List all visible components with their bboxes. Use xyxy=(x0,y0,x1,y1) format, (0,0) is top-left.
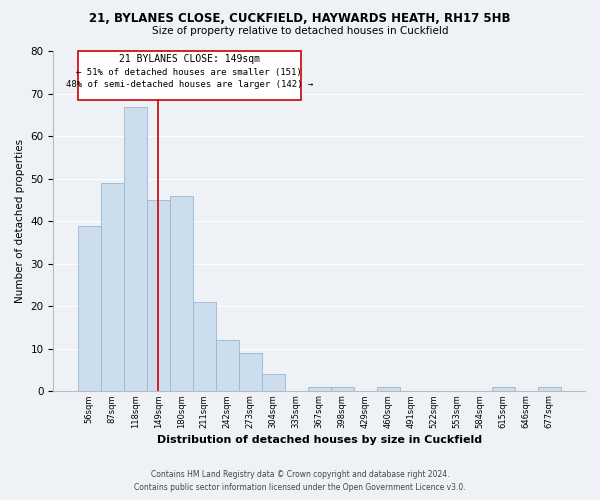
Bar xyxy=(215,340,239,392)
Y-axis label: Number of detached properties: Number of detached properties xyxy=(15,140,25,304)
Bar xyxy=(146,200,170,392)
Bar xyxy=(239,353,262,392)
Bar xyxy=(377,387,400,392)
Text: 48% of semi-detached houses are larger (142) →: 48% of semi-detached houses are larger (… xyxy=(65,80,313,90)
Bar xyxy=(170,196,193,392)
Bar xyxy=(193,302,215,392)
Text: ← 51% of detached houses are smaller (151): ← 51% of detached houses are smaller (15… xyxy=(76,68,302,76)
Text: 21 BYLANES CLOSE: 149sqm: 21 BYLANES CLOSE: 149sqm xyxy=(119,54,260,64)
Bar xyxy=(101,183,124,392)
Bar xyxy=(538,387,561,392)
Bar xyxy=(331,387,354,392)
Text: Contains HM Land Registry data © Crown copyright and database right 2024.
Contai: Contains HM Land Registry data © Crown c… xyxy=(134,470,466,492)
Text: 21, BYLANES CLOSE, CUCKFIELD, HAYWARDS HEATH, RH17 5HB: 21, BYLANES CLOSE, CUCKFIELD, HAYWARDS H… xyxy=(89,12,511,26)
Bar xyxy=(262,374,284,392)
Bar xyxy=(492,387,515,392)
X-axis label: Distribution of detached houses by size in Cuckfield: Distribution of detached houses by size … xyxy=(157,435,482,445)
Bar xyxy=(77,226,101,392)
Bar xyxy=(308,387,331,392)
Bar xyxy=(124,106,146,392)
FancyBboxPatch shape xyxy=(77,52,301,100)
Text: Size of property relative to detached houses in Cuckfield: Size of property relative to detached ho… xyxy=(152,26,448,36)
